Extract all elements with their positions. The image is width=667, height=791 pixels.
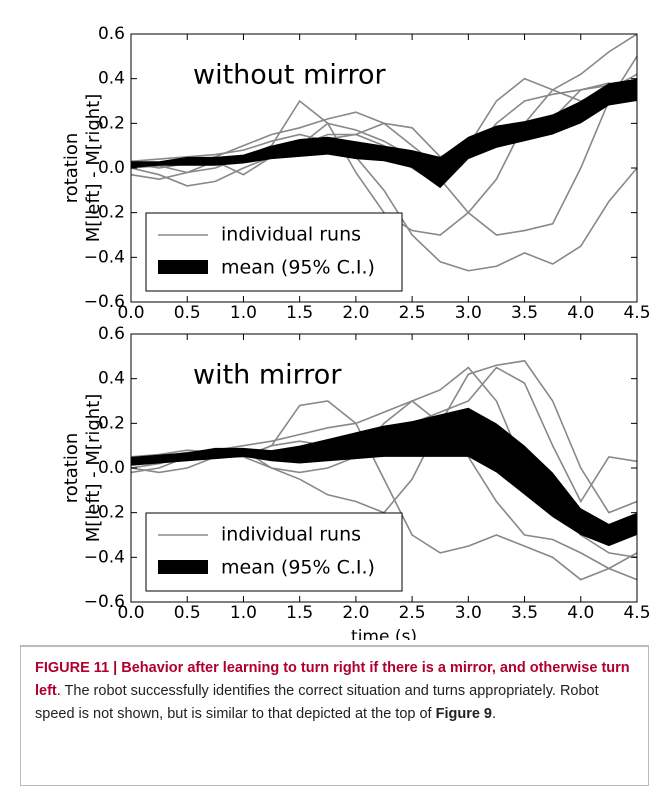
- figure: 0.0 0.5 1.0 1.5 2.0 2.5 3.0 3.5 4.0 4.5 −0.6 −0.4 −0…: [61, 24, 651, 640]
- y-tick-label: −0.6: [84, 292, 125, 312]
- y-tick-label: −0.2: [84, 203, 125, 223]
- annotation: without mirror: [193, 60, 387, 91]
- y-axis-label: M[left] - M[right]: [83, 394, 104, 543]
- caption-text: . The robot successfully identifies the …: [35, 683, 599, 722]
- x-tick-label: 1.5: [286, 303, 313, 323]
- x-tick-label: 1.0: [230, 603, 257, 623]
- caption-label: FIGURE 11 | Behavior after learning to t…: [35, 660, 630, 699]
- y-tick-label: 0.6: [98, 324, 125, 344]
- run-line: [130, 133, 638, 272]
- y-tick-label: 0.2: [98, 113, 125, 133]
- x-tick-label: 2.0: [342, 303, 369, 323]
- x-tick-label: 4.0: [567, 303, 594, 323]
- legend-swatch: [158, 260, 208, 274]
- y-tick-label: −0.4: [84, 247, 125, 267]
- x-tick-label: 4.5: [623, 303, 650, 323]
- y-tick-label: 0.4: [98, 369, 125, 389]
- caption-end: .: [492, 706, 497, 722]
- x-tick-label: 3.5: [511, 603, 538, 623]
- y-tick-label: 0.0: [98, 458, 125, 478]
- caption-ref: Figure 9: [435, 706, 492, 722]
- x-tick-label: 1.5: [286, 603, 313, 623]
- x-tick-label: 2.0: [342, 603, 369, 623]
- legend-label: mean (95% C.I.): [221, 557, 375, 579]
- x-tick-label: 0.5: [174, 603, 201, 623]
- y-tick-label: 0.0: [98, 158, 125, 178]
- x-tick-label: 0.5: [174, 303, 201, 323]
- y-tick-label: 0.2: [98, 413, 125, 433]
- y-tick-label: −0.6: [84, 592, 125, 612]
- legend-label: individual runs: [221, 524, 361, 546]
- y-axis-label: M[left] - M[right]: [83, 94, 104, 243]
- x-tick-label: 1.0: [230, 303, 257, 323]
- x-tick-label: 2.5: [399, 603, 426, 623]
- y-axis-label: rotation: [61, 433, 82, 504]
- mean-band: [131, 78, 637, 189]
- x-tick-label: 3.5: [511, 303, 538, 323]
- run-line: [130, 82, 638, 187]
- y-tick-label: −0.2: [84, 503, 125, 523]
- legend-label: individual runs: [221, 224, 361, 246]
- y-tick-label: 0.4: [98, 69, 125, 89]
- y-tick-label: 0.6: [98, 24, 125, 44]
- annotation: with mirror: [193, 360, 342, 391]
- x-tick-label: 3.0: [455, 303, 482, 323]
- x-tick-label: 2.5: [399, 303, 426, 323]
- x-tick-label: 4.5: [623, 603, 650, 623]
- legend-box: [145, 512, 403, 592]
- legend-label: mean (95% C.I.): [221, 257, 375, 279]
- caption: FIGURE 11 | Behavior after learning to t…: [20, 645, 649, 786]
- x-axis-label: time (s): [351, 627, 417, 640]
- run-line: [130, 55, 638, 236]
- y-axis-label: rotation: [61, 133, 82, 204]
- legend-box: [145, 212, 403, 292]
- legend-swatch: [158, 560, 208, 574]
- x-tick-label: 0.0: [117, 303, 144, 323]
- x-tick-label: 4.0: [567, 603, 594, 623]
- x-tick-label: 0.0: [117, 603, 144, 623]
- mean-band: [131, 407, 637, 547]
- y-tick-label: −0.4: [84, 547, 125, 567]
- x-tick-label: 3.0: [455, 603, 482, 623]
